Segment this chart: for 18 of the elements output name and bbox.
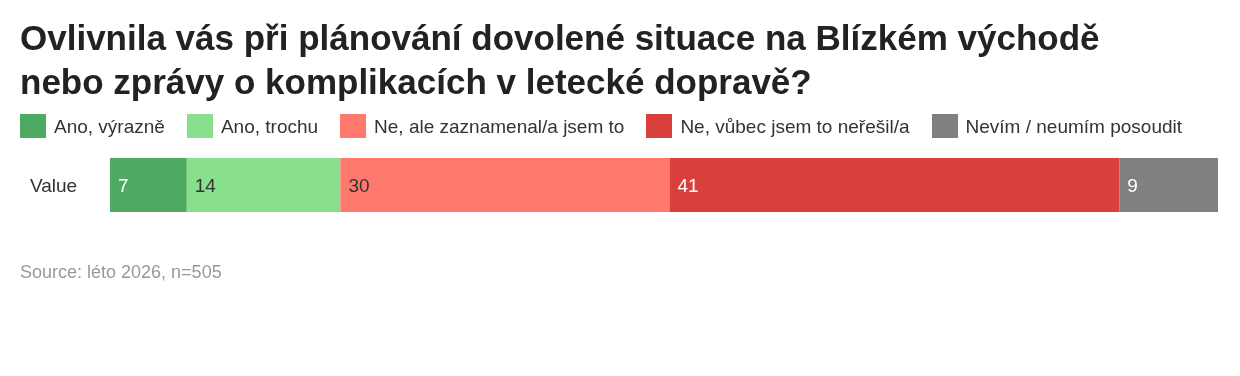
chart-title: Ovlivnila vás při plánování dovolené situace na Blízkém východě nebo zprávy o komplikacích v letecké dopravě?: [20, 17, 1101, 103]
source-note: Source: léto 2026, n=505: [20, 262, 223, 283]
data-label: 9: [1127, 174, 1138, 196]
bar: [1119, 158, 1218, 212]
bar: [340, 158, 670, 212]
data-label: 30: [348, 174, 370, 196]
bar: [110, 158, 187, 212]
bar: [669, 158, 1120, 212]
legend-label: Ano, trochu: [219, 116, 319, 137]
data-label: 7: [118, 174, 129, 196]
legend-label: Ne, ale zaznamenal/a jsem to: [373, 116, 625, 137]
y-tick-label: Value: [30, 174, 78, 196]
data-label: 14: [194, 174, 217, 196]
legend-label: Ne, vůbec jsem to neřešil/a: [679, 116, 910, 137]
legend-label: Nevím / neumím posoudit: [964, 116, 1183, 137]
data-label: 41: [677, 174, 699, 196]
legend-label: Ano, výrazně: [53, 116, 165, 137]
bar: [186, 158, 341, 212]
